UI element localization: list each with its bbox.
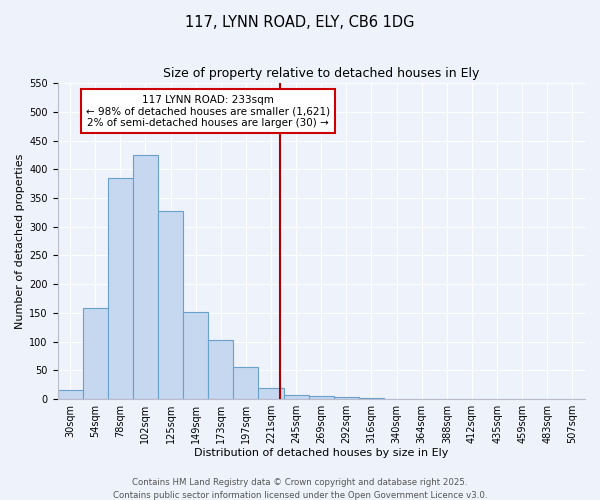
- Bar: [384, 398, 409, 399]
- Bar: [158, 210, 183, 399]
- Bar: [560, 398, 585, 399]
- Bar: [183, 312, 208, 399]
- Bar: [334, 398, 359, 399]
- Text: Contains HM Land Registry data © Crown copyright and database right 2025.
Contai: Contains HM Land Registry data © Crown c…: [113, 478, 487, 500]
- Text: 117, LYNN ROAD, ELY, CB6 1DG: 117, LYNN ROAD, ELY, CB6 1DG: [185, 15, 415, 30]
- Bar: [133, 155, 158, 399]
- Bar: [434, 398, 460, 399]
- Bar: [308, 396, 334, 399]
- Bar: [208, 340, 233, 399]
- Bar: [259, 388, 284, 399]
- Text: 117 LYNN ROAD: 233sqm
← 98% of detached houses are smaller (1,621)
2% of semi-de: 117 LYNN ROAD: 233sqm ← 98% of detached …: [86, 94, 330, 128]
- Bar: [359, 398, 384, 399]
- Bar: [58, 390, 83, 399]
- Bar: [284, 394, 308, 399]
- Y-axis label: Number of detached properties: Number of detached properties: [15, 154, 25, 329]
- Bar: [83, 308, 108, 399]
- Bar: [233, 368, 259, 399]
- Bar: [485, 398, 509, 399]
- Bar: [108, 178, 133, 399]
- X-axis label: Distribution of detached houses by size in Ely: Distribution of detached houses by size …: [194, 448, 448, 458]
- Title: Size of property relative to detached houses in Ely: Size of property relative to detached ho…: [163, 68, 479, 80]
